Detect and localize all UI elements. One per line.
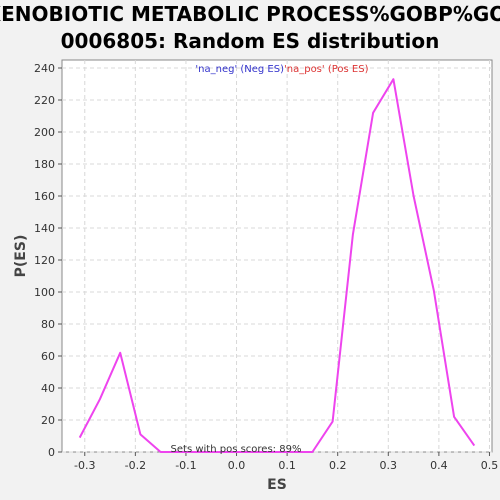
y-tick-label: 0 [48,446,55,459]
chart-title-line1: XENOBIOTIC METABOLIC PROCESS%GOBP%GO: [0,2,500,26]
x-tick-label: 0.1 [278,459,296,472]
x-tick-label: -0.2 [125,459,146,472]
x-tick-label: 0.5 [481,459,499,472]
y-tick-label: 100 [34,286,55,299]
y-axis-label: P(ES) [13,235,29,278]
legend-neg-label: 'na_neg' (Neg ES) [195,64,284,75]
y-tick-label: 200 [34,126,55,139]
y-tick-label: 20 [41,414,55,427]
plot-area [62,60,492,452]
x-tick-label: -0.1 [175,459,196,472]
legend-pos-label: 'na_pos' (Pos ES) [284,64,369,75]
y-tick-label: 220 [34,94,55,107]
y-tick-label: 40 [41,382,55,395]
x-tick-label: 0.3 [380,459,398,472]
x-tick-label: 0.2 [329,459,347,472]
x-axis-label: ES [267,477,287,493]
y-tick-label: 140 [34,222,55,235]
x-tick-label: -0.3 [74,459,95,472]
pos-scores-annotation: Sets with pos scores: 89% [171,444,302,455]
y-tick-label: 240 [34,62,55,75]
y-tick-label: 120 [34,254,55,267]
y-tick-label: 60 [41,350,55,363]
x-tick-label: 0.4 [430,459,448,472]
x-tick-label: 0.0 [228,459,246,472]
y-tick-label: 160 [34,190,55,203]
chart-title-line2: 0006805: Random ES distribution [61,29,440,53]
y-tick-label: 180 [34,158,55,171]
y-tick-label: 80 [41,318,55,331]
